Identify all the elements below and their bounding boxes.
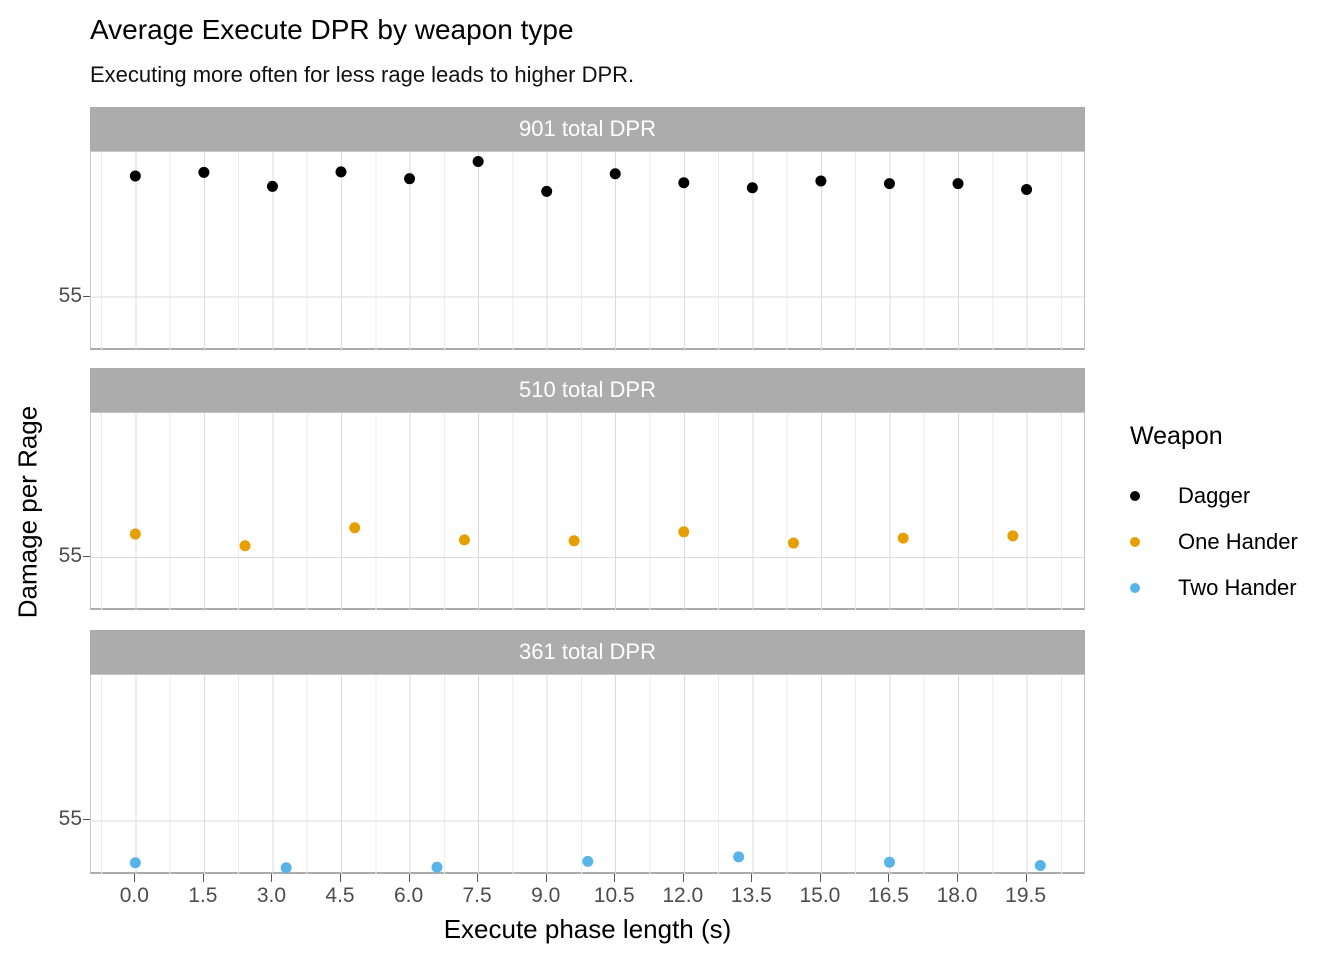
data-point-one-hander xyxy=(349,522,361,534)
y-tick-mark xyxy=(83,556,90,557)
data-point-one-hander xyxy=(568,535,580,547)
facet-strip-label: 510 total DPR xyxy=(519,377,656,402)
x-tick-label: 7.5 xyxy=(462,884,492,907)
legend-item-two-hander: Two Hander xyxy=(1118,565,1338,611)
data-point-dagger xyxy=(952,178,964,190)
x-tick-mark xyxy=(888,874,890,882)
legend-item-label: Two Hander xyxy=(1178,575,1297,600)
x-tick-label: 0.0 xyxy=(119,884,149,907)
legend-key xyxy=(1118,571,1152,605)
x-tick-mark xyxy=(957,874,959,882)
legend-key xyxy=(1118,525,1152,559)
page-title: Average Execute DPR by weapon type xyxy=(90,14,574,45)
x-tick-label: 16.5 xyxy=(868,884,909,907)
data-point-dagger xyxy=(404,173,416,185)
x-tick-label: 13.5 xyxy=(730,884,772,907)
legend-item-dagger: Dagger xyxy=(1118,473,1338,519)
facet-panel-361 xyxy=(90,674,1086,875)
x-tick-mark xyxy=(408,874,410,882)
data-point-two-hander xyxy=(1034,859,1046,871)
data-point-dagger xyxy=(883,178,895,190)
dagger-dot-icon xyxy=(1130,491,1140,501)
facet-strip-label: 901 total DPR xyxy=(519,116,656,141)
data-point-one-hander xyxy=(787,537,799,549)
data-point-one-hander xyxy=(678,526,690,538)
data-point-one-hander xyxy=(458,534,470,546)
scatter-plot-two-hander xyxy=(91,675,1086,875)
x-tick-label: 10.5 xyxy=(593,884,635,907)
scatter-plot-dagger xyxy=(91,152,1086,351)
data-point-dagger xyxy=(678,177,690,189)
data-point-dagger xyxy=(472,155,484,167)
legend-item-label: Dagger xyxy=(1178,483,1251,508)
data-point-one-hander xyxy=(897,532,909,544)
data-point-dagger xyxy=(815,175,827,187)
facet-strip-510: 510 total DPR xyxy=(90,368,1085,412)
facet-panel-510 xyxy=(90,412,1086,611)
facet-strip-361: 361 total DPR xyxy=(90,630,1085,674)
x-tick-mark xyxy=(751,874,753,882)
y-tick-mark xyxy=(83,819,90,821)
data-point-two-hander xyxy=(129,857,141,869)
legend-key xyxy=(1118,479,1152,513)
data-point-dagger xyxy=(541,185,553,197)
two-hander-dot-icon xyxy=(1130,583,1140,593)
x-tick-label: 1.5 xyxy=(188,884,218,907)
x-tick-mark xyxy=(477,874,479,882)
x-tick-mark xyxy=(614,874,616,882)
facet-strip-label: 361 total DPR xyxy=(519,639,656,664)
x-tick-mark xyxy=(271,874,273,882)
x-tick-label: 12.0 xyxy=(662,884,704,907)
legend-item-label: One Hander xyxy=(1178,529,1298,554)
data-point-one-hander xyxy=(1007,530,1019,542)
page-subtitle: Executing more often for less rage leads… xyxy=(90,62,635,87)
data-point-dagger xyxy=(746,182,758,194)
x-tick-label: 9.0 xyxy=(531,884,561,907)
facet-strip-901: 901 total DPR xyxy=(90,107,1085,151)
y-tick-label: 55 xyxy=(58,807,82,831)
x-axis-title: Execute phase length (s) xyxy=(443,914,732,944)
x-tick-mark xyxy=(545,874,547,882)
data-point-dagger xyxy=(198,166,210,178)
legend-title: Weapon xyxy=(1130,422,1223,450)
data-point-two-hander xyxy=(733,851,745,863)
y-tick-label: 55 xyxy=(58,283,82,307)
data-point-two-hander xyxy=(431,861,443,873)
x-tick-mark xyxy=(202,874,204,882)
one-hander-dot-icon xyxy=(1130,537,1140,547)
x-tick-label: 15.0 xyxy=(799,884,841,907)
legend: Weapon Dagger One Hander Two Hander xyxy=(1118,422,1338,611)
x-tick-mark xyxy=(134,874,136,882)
y-tick-label: 55 xyxy=(58,544,82,567)
x-tick-label: 6.0 xyxy=(393,884,424,907)
data-point-dagger xyxy=(609,168,621,180)
data-point-dagger xyxy=(129,170,141,182)
y-tick-mark xyxy=(83,295,90,297)
data-point-two-hander xyxy=(883,856,895,868)
data-point-dagger xyxy=(335,166,347,178)
x-tick-label: 18.0 xyxy=(936,884,978,907)
x-tick-mark xyxy=(682,874,684,882)
scatter-plot-one-hander xyxy=(91,413,1086,611)
y-axis-title: Damage per Rage xyxy=(12,405,43,619)
x-tick-label: 4.5 xyxy=(325,884,355,907)
data-point-one-hander xyxy=(129,528,141,540)
x-tick-label: 19.5 xyxy=(1005,884,1047,907)
x-tick-mark xyxy=(340,874,341,882)
x-tick-label: 3.0 xyxy=(256,884,287,907)
data-point-two-hander xyxy=(582,855,594,867)
data-point-one-hander xyxy=(239,540,251,552)
data-point-two-hander xyxy=(280,862,292,874)
x-tick-mark xyxy=(819,874,821,882)
facet-panel-901 xyxy=(90,151,1086,351)
legend-item-one-hander: One Hander xyxy=(1118,519,1338,565)
x-tick-mark xyxy=(1025,874,1027,882)
data-point-dagger xyxy=(1021,184,1033,196)
data-point-dagger xyxy=(266,180,278,192)
